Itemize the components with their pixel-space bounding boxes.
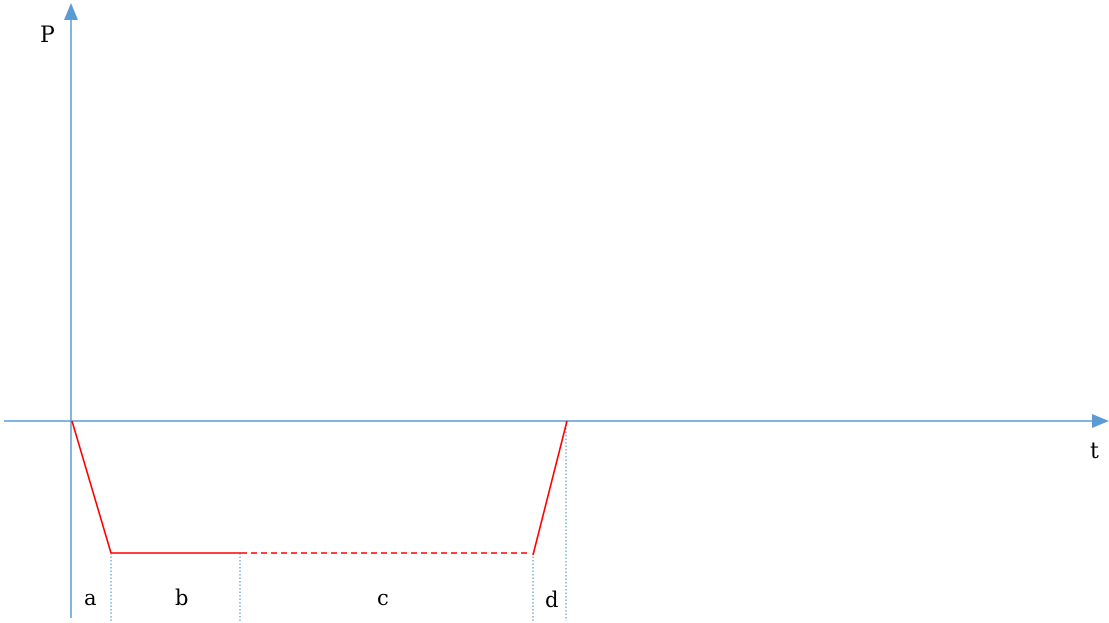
x-axis-arrowhead [1092,414,1109,428]
curve-segment-a [71,420,112,554]
y-axis-label: P [40,23,55,48]
segment-label-a: a [84,586,97,610]
curve-segment-d [532,420,568,556]
y-axis-arrowhead [64,3,78,20]
segment-label-b: b [175,586,188,610]
segment-label-c: c [377,586,389,610]
x-axis-label: t [1090,439,1099,464]
segment-label-d: d [545,588,558,612]
